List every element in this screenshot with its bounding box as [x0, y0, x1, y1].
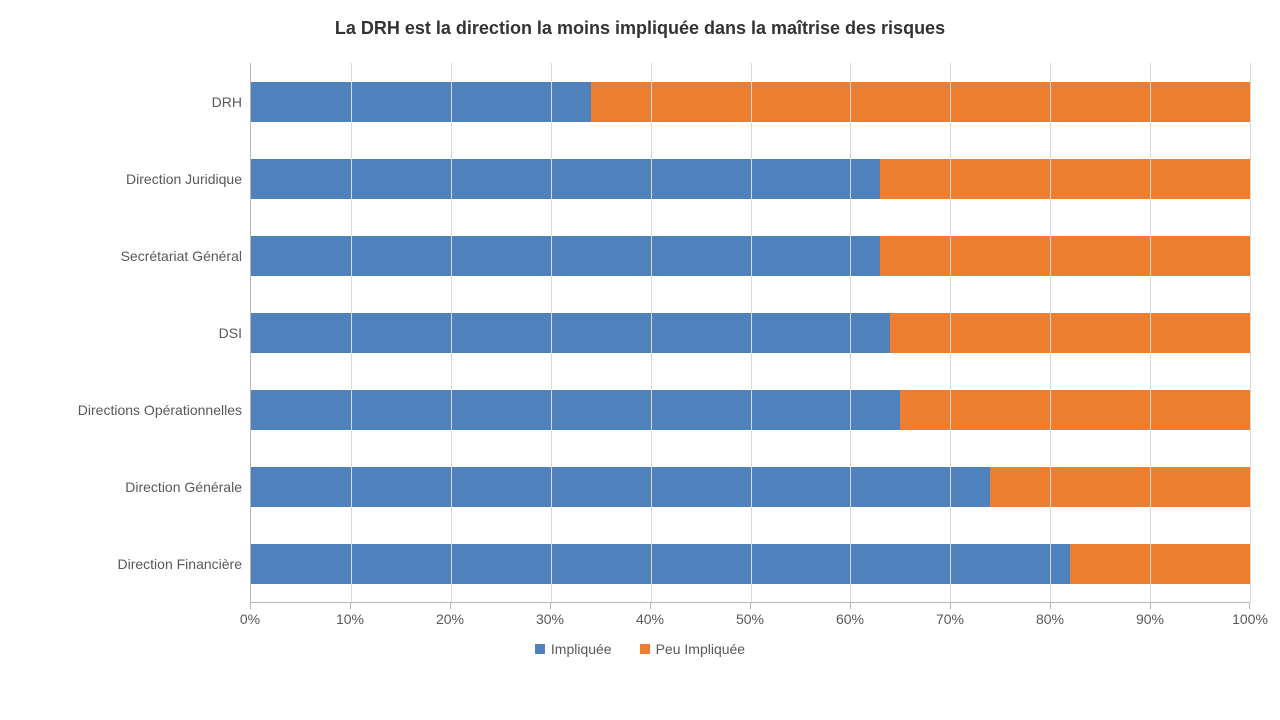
legend-label: Peu Impliquée — [656, 641, 746, 657]
x-axis-tick-label: 40% — [636, 611, 664, 627]
x-axis-tick-label: 60% — [836, 611, 864, 627]
tick-mark — [950, 603, 951, 609]
bar-segment-impliquee — [251, 313, 890, 353]
x-axis-tick: 60% — [836, 603, 864, 627]
legend-item: Peu Impliquée — [640, 641, 746, 657]
legend: Impliquée Peu Impliquée — [30, 641, 1250, 657]
plot-row: DRH Direction Juridique Secrétariat Généra… — [30, 63, 1250, 603]
x-axis-tick-label: 90% — [1136, 611, 1164, 627]
chart-title: La DRH est la direction la moins impliqu… — [30, 18, 1250, 39]
tick-mark — [850, 603, 851, 609]
x-axis-tick-label: 10% — [336, 611, 364, 627]
gridline — [651, 63, 652, 602]
tick-mark — [350, 603, 351, 609]
x-axis-tick: 0% — [240, 603, 260, 627]
x-axis-tick-label: 80% — [1036, 611, 1064, 627]
gridline — [451, 63, 452, 602]
gridline — [1050, 63, 1051, 602]
y-axis-label: Secrétariat Général — [121, 248, 242, 264]
x-axis-tick: 10% — [336, 603, 364, 627]
gridline — [850, 63, 851, 602]
bar-segment-peu-impliquee — [890, 313, 1250, 353]
bar-segment-peu-impliquee — [880, 159, 1250, 199]
legend-swatch — [535, 644, 545, 654]
y-axis-label: DRH — [212, 94, 242, 110]
bar-segment-peu-impliquee — [990, 467, 1250, 507]
legend-item: Impliquée — [535, 641, 612, 657]
x-axis-tick: 50% — [736, 603, 764, 627]
x-axis-tick: 90% — [1136, 603, 1164, 627]
tick-mark — [450, 603, 451, 609]
legend-swatch — [640, 644, 650, 654]
bar-segment-impliquee — [251, 159, 880, 199]
x-axis-tick: 100% — [1232, 603, 1268, 627]
bar-segment-peu-impliquee — [1070, 544, 1250, 584]
tick-mark — [650, 603, 651, 609]
x-axis-tick-label: 0% — [240, 611, 260, 627]
x-axis-tick: 80% — [1036, 603, 1064, 627]
x-axis-tick: 20% — [436, 603, 464, 627]
y-axis-label: Direction Juridique — [126, 171, 242, 187]
x-axis-tick-label: 50% — [736, 611, 764, 627]
x-axis-tick-label: 30% — [536, 611, 564, 627]
chart-container: La DRH est la direction la moins impliqu… — [0, 0, 1280, 720]
gridline — [751, 63, 752, 602]
tick-mark — [1050, 603, 1051, 609]
gridline — [1150, 63, 1151, 602]
tick-mark — [550, 603, 551, 609]
y-axis-labels: DRH Direction Juridique Secrétariat Généra… — [30, 63, 250, 603]
x-axis-tick: 40% — [636, 603, 664, 627]
bar-segment-impliquee — [251, 544, 1070, 584]
x-axis-tick: 30% — [536, 603, 564, 627]
legend-label: Impliquée — [551, 641, 612, 657]
x-axis-tick-label: 20% — [436, 611, 464, 627]
y-axis-label: Direction Générale — [125, 479, 242, 495]
x-axis-tick-label: 100% — [1232, 611, 1268, 627]
x-axis-ticks: 0%10%20%30%40%50%60%70%80%90%100% — [250, 603, 1250, 633]
bar-segment-impliquee — [251, 236, 880, 276]
gridline — [351, 63, 352, 602]
tick-mark — [1250, 603, 1251, 609]
gridline — [950, 63, 951, 602]
bar-segment-impliquee — [251, 82, 591, 122]
plot-area — [250, 63, 1250, 603]
gridline — [551, 63, 552, 602]
tick-mark — [750, 603, 751, 609]
bar-segment-peu-impliquee — [880, 236, 1250, 276]
gridline — [1250, 63, 1251, 602]
x-axis-tick: 70% — [936, 603, 964, 627]
bar-segment-impliquee — [251, 390, 900, 430]
tick-mark — [249, 603, 250, 609]
tick-mark — [1150, 603, 1151, 609]
y-axis-label: Direction Financière — [118, 556, 243, 572]
bar-segment-peu-impliquee — [900, 390, 1250, 430]
y-axis-label: DSI — [219, 325, 242, 341]
y-axis-label: Directions Opérationnelles — [78, 402, 242, 418]
bar-segment-impliquee — [251, 467, 990, 507]
x-axis-tick-label: 70% — [936, 611, 964, 627]
